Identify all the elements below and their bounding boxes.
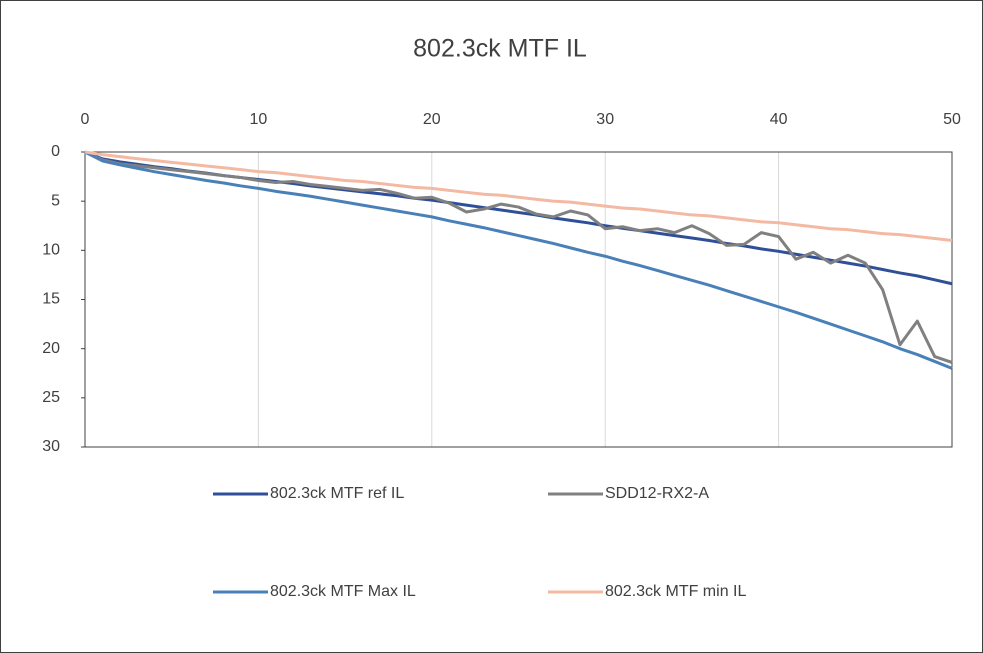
x-tick-label: 10 — [250, 111, 268, 128]
legend-label: 802.3ck MTF ref IL — [270, 485, 404, 502]
y-tick-label: 10 — [42, 242, 60, 259]
legend-label: SDD12-RX2-A — [605, 485, 709, 502]
chart-title: 802.3ck MTF IL — [413, 35, 587, 63]
plot-border — [84, 151, 953, 448]
legend-label: 802.3ck MTF min IL — [605, 583, 746, 600]
x-tick-label: 0 — [81, 111, 90, 128]
y-tick-label: 25 — [42, 389, 60, 406]
x-tick-label: 40 — [770, 111, 788, 128]
y-tick-label: 5 — [51, 192, 60, 209]
y-tick-label: 20 — [42, 340, 60, 357]
x-tick-label: 50 — [943, 111, 961, 128]
y-tick-label: 15 — [42, 291, 60, 308]
y-tick-label: 0 — [51, 143, 60, 160]
x-tick-label: 30 — [596, 111, 614, 128]
legend-label: 802.3ck MTF Max IL — [270, 583, 416, 600]
y-tick-label: 30 — [42, 438, 60, 455]
x-tick-label: 20 — [423, 111, 441, 128]
series-line — [84, 150, 953, 242]
series-line — [84, 150, 953, 364]
series-line — [84, 150, 953, 370]
